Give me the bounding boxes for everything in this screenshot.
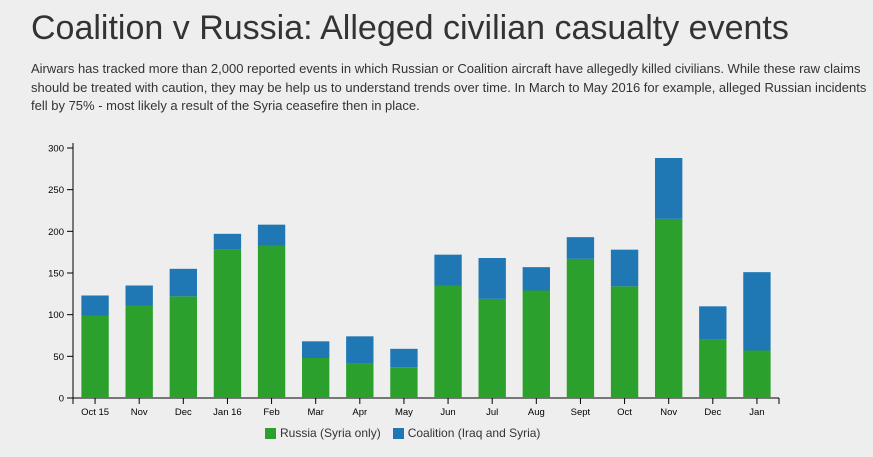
y-tick-label: 200: [48, 227, 64, 238]
y-tick-label: 250: [48, 185, 64, 196]
x-tick-label: Jun: [440, 407, 455, 418]
x-tick-label: Oct 15: [81, 407, 109, 418]
x-tick-label: Apr: [352, 407, 367, 418]
bar-russia: [566, 258, 595, 398]
bar-coalition: [610, 249, 639, 287]
bar-russia: [390, 367, 418, 398]
bar-coalition: [302, 341, 330, 358]
y-tick-label: 0: [59, 394, 64, 405]
bar-chart: 0 50 100 150 200 250 300 Oct 15 Nov Dec Jan 16 Feb…: [48, 143, 780, 418]
bar-coalition: [81, 295, 109, 316]
x-tick-label: Jan 16: [213, 407, 242, 418]
bar-russia: [81, 315, 109, 398]
bar-coalition: [169, 268, 197, 297]
bar-russia: [169, 296, 197, 398]
x-tick-label: May: [395, 407, 413, 418]
chart-subtitle: Airwars has tracked more than 2,000 repo…: [31, 61, 867, 113]
legend-swatch-coalition: [392, 427, 404, 439]
bar-russia: [699, 339, 727, 398]
x-tick-label: Feb: [263, 407, 279, 418]
legend-label-russia: Russia (Syria only): [280, 426, 381, 440]
x-axis: Oct 15 Nov Dec Jan 16 Feb Mar Apr May Jun Jul Aug S…: [72, 397, 780, 418]
legend: Russia (Syria only) Coalition (Iraq and …: [265, 426, 552, 440]
bar-russia: [610, 286, 639, 398]
bar-coalition: [566, 237, 595, 259]
y-tick-label: 150: [48, 269, 64, 280]
bar-coalition: [213, 233, 242, 250]
bar-russia: [346, 363, 374, 398]
bar-russia: [655, 218, 683, 398]
legend-label-coalition: Coalition (Iraq and Syria): [407, 426, 541, 440]
bars-group: [81, 158, 771, 398]
y-tick-label: 50: [53, 352, 64, 363]
x-tick-label: Mar: [308, 407, 324, 418]
x-tick-label: Oct: [617, 407, 632, 418]
bar-coalition: [346, 336, 374, 364]
x-tick-label: Jul: [486, 407, 498, 418]
bar-russia: [522, 290, 550, 398]
x-tick-label: Jan: [749, 407, 764, 418]
legend-item-coalition: Coalition (Iraq and Syria): [392, 426, 541, 440]
legend-swatch-russia: [265, 427, 276, 439]
bar-coalition: [522, 267, 550, 291]
chart-title: Coalition v Russia: Alleged civilian cas…: [31, 9, 789, 47]
x-tick-label: Aug: [528, 407, 545, 418]
bar-coalition: [390, 348, 418, 368]
bar-russia: [478, 298, 506, 398]
y-tick-label: 300: [48, 144, 64, 155]
bar-coalition: [743, 272, 771, 351]
bar-russia: [125, 305, 153, 398]
legend-item-russia: Russia (Syria only): [265, 426, 381, 440]
bar-coalition: [478, 258, 506, 299]
bar-russia: [743, 350, 771, 398]
x-tick-label: Dec: [175, 407, 192, 418]
y-tick-label: 100: [48, 310, 64, 321]
x-tick-label: Nov: [660, 407, 677, 418]
bar-coalition: [257, 224, 286, 246]
x-tick-label: Nov: [131, 407, 148, 418]
bar-russia: [257, 245, 286, 398]
bar-coalition: [125, 285, 153, 306]
y-axis: 0 50 100 150 200 250 300: [48, 143, 74, 405]
bar-coalition: [699, 306, 727, 340]
bar-russia: [434, 285, 462, 398]
bar-russia: [213, 249, 242, 398]
bar-coalition: [434, 254, 462, 286]
bar-coalition: [655, 158, 683, 219]
x-tick-label: Sept: [571, 407, 591, 418]
x-tick-label: Dec: [704, 407, 721, 418]
bar-russia: [302, 358, 330, 398]
